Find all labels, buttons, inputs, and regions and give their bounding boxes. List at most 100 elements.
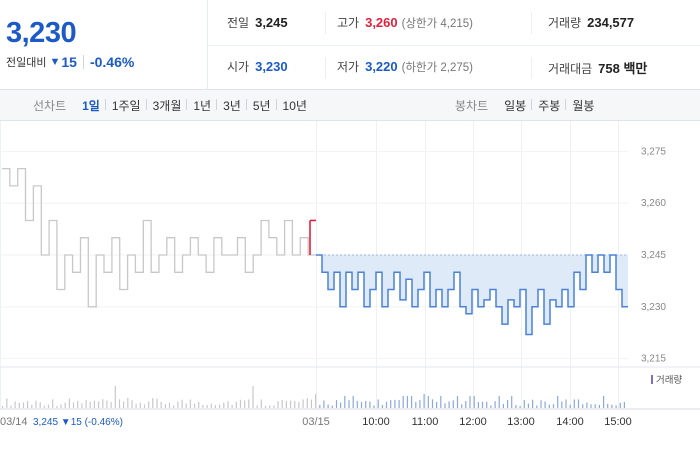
volume-bar — [373, 405, 375, 408]
volume-bar — [611, 404, 613, 408]
volume-bar — [219, 404, 221, 408]
volume-bar — [603, 396, 605, 408]
divider — [208, 45, 700, 46]
volume-bar — [315, 394, 317, 408]
volume-bar — [327, 404, 329, 408]
volume-bar — [160, 401, 162, 408]
volume-bar — [394, 399, 396, 408]
period-1w[interactable]: 1주일 — [104, 97, 147, 114]
volume-bar — [156, 398, 158, 408]
volume-bar — [507, 399, 509, 408]
volume-bar — [477, 402, 479, 408]
stat-sub: (하한가 2,275) — [401, 62, 474, 74]
volume-bar — [244, 400, 246, 408]
volume-bar — [360, 401, 363, 408]
volume-bar — [498, 396, 500, 408]
volume-bar — [440, 396, 442, 408]
period-monthly-candle[interactable]: 월봉 — [565, 97, 600, 114]
candle-chart-label: 봉차트 — [455, 99, 489, 113]
change-label: 전일대비 — [6, 57, 47, 69]
volume-bar — [444, 403, 446, 408]
volume-bar — [135, 403, 137, 408]
price-chart[interactable]: 3,275 3,260 3,245 3,230 3,215 거래량 03/14 03/15 10… — [0, 121, 700, 450]
volume-bar — [93, 400, 95, 408]
volume-bar — [335, 400, 338, 408]
stat-value: 3,260 — [365, 15, 398, 30]
period-3m[interactable]: 3개월 — [145, 97, 188, 114]
stat-low: 저가 3,220 (하한가 2,275) — [337, 58, 473, 78]
volume-bar — [406, 396, 408, 408]
stat-grid: 전일 3,245 고가 3,260 (상한가 4,215) 거래량 234,57… — [208, 0, 700, 90]
current-price: 3,230 — [6, 17, 77, 49]
volume-bar — [164, 404, 166, 408]
volume-bar — [223, 402, 225, 408]
volume-bar — [27, 401, 29, 408]
volume-legend-label: 거래량 — [656, 374, 682, 386]
volume-bar — [586, 402, 588, 408]
volume-bar — [10, 405, 12, 408]
volume-bar — [561, 401, 563, 408]
volume-bar — [31, 404, 33, 408]
stat-label: 고가 — [337, 16, 360, 30]
volume-bar — [123, 401, 125, 408]
volume-bar — [569, 404, 571, 408]
period-3y[interactable]: 3년 — [216, 97, 247, 114]
volume-bar — [269, 405, 271, 408]
volume-bar — [310, 399, 312, 408]
period-5y[interactable]: 5년 — [245, 97, 277, 114]
volume-bar — [390, 400, 392, 408]
stat-volume: 거래량 234,577 — [548, 14, 634, 34]
volume-bar — [306, 398, 308, 408]
volume-bar — [35, 400, 37, 408]
volume-bar — [548, 404, 550, 408]
stat-prev-close: 전일 3,245 — [227, 14, 288, 34]
y-tick-label: 3,215 — [641, 354, 666, 365]
volume-bar — [114, 386, 116, 408]
volume-bar — [365, 400, 367, 408]
volume-bar — [256, 405, 258, 408]
x-tick-label: 14:00 — [556, 416, 584, 428]
stat-value: 758 백만 — [598, 61, 648, 76]
stat-value: 234,577 — [587, 15, 635, 30]
volume-bar — [356, 401, 358, 408]
stat-sub: (상한가 4,215) — [401, 18, 474, 30]
y-tick-label: 3,260 — [641, 198, 666, 209]
volume-bar — [64, 402, 66, 408]
volume-bar — [502, 403, 504, 408]
volume-bar — [540, 400, 542, 408]
volume-bar — [235, 401, 237, 408]
price-chart-svg: 3,275 3,260 3,245 3,230 3,215 거래량 03/14 03/15 10… — [0, 121, 700, 428]
volume-bar — [214, 405, 216, 408]
period-daily-candle[interactable]: 일봉 — [504, 99, 527, 113]
volume-bar — [623, 402, 625, 408]
volume-bar — [352, 396, 354, 408]
volume-bar — [494, 401, 496, 408]
volume-bar — [131, 400, 133, 408]
volume-bar — [6, 398, 8, 408]
volume-bar — [181, 399, 183, 408]
period-1d[interactable]: 1일 — [82, 99, 100, 113]
volume-bar — [56, 406, 58, 408]
volume-bar — [598, 404, 600, 408]
volume-bar — [411, 396, 413, 408]
volume-bar — [544, 401, 546, 408]
volume-bar — [552, 404, 555, 408]
x-tick-label: 11:00 — [412, 416, 439, 428]
volume-bar — [110, 402, 112, 408]
volume-bar — [302, 399, 304, 408]
change-amount: 15 — [61, 54, 77, 70]
volume-bar — [139, 402, 141, 408]
volume-bar — [490, 405, 492, 408]
volume-bar — [532, 399, 534, 408]
volume-bar — [210, 403, 212, 408]
volume-bar — [319, 404, 321, 408]
volume-bar — [143, 404, 146, 408]
prev-day-summary: 3,245 ▼15 (-0.46%) — [33, 417, 123, 428]
period-weekly-candle[interactable]: 주봉 — [531, 97, 566, 114]
volume-bar — [536, 405, 538, 408]
volume-bar — [348, 400, 350, 408]
period-1y[interactable]: 1년 — [186, 97, 217, 114]
volume-bar — [98, 401, 100, 408]
period-10y[interactable]: 10년 — [275, 97, 313, 114]
